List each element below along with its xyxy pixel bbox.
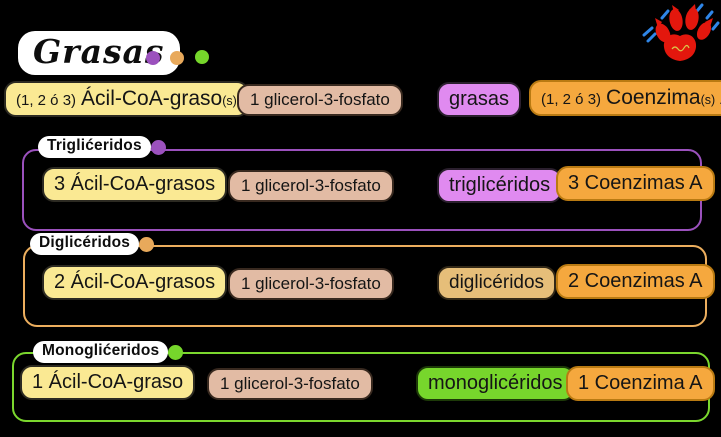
triglycerides-product-pill: triglicéridos [437,168,563,203]
grasas-text: grasas [449,88,510,110]
monoglycerides-product-pill: monoglicéridos [416,366,575,401]
page-title-text: Grasas [33,32,165,71]
monoglycerides-product-text: monoglicéridos [428,372,563,394]
triglycerides-label-text: Triglićeridos [38,136,151,158]
diglycerides-reactant2-pill: 1 glicerol-3-fosfato [228,268,394,300]
triglycerides-reactant1-text: 3 Ácil-CoA-grasos [54,173,216,195]
purple-dot [146,51,160,65]
acyl-suffix: (s) [222,94,237,108]
green-dot [195,50,209,64]
monoglycerides-dot [168,344,184,360]
triglycerides-reactant2-text: 1 glicerol-3-fosfato [241,176,381,195]
diglycerides-byproduct-pill: 2 Coenzimas A [556,264,715,299]
monoglycerides-reactant2-text: 1 glicerol-3-fosfato [220,374,360,393]
monoglycerides-reactant1-text: 1 Ácil-CoA-graso [32,371,184,393]
monoglycerides-reactant1-pill: 1 Ácil-CoA-graso [20,365,196,400]
monoglycerides-byproduct-pill: 1 Coenzima A [566,366,715,401]
paw-print-icon [642,3,720,61]
motion-marks [642,3,720,43]
monoglycerides-byproduct-text: 1 Coenzima A [578,372,703,394]
triglycerides-reactant1-pill: 3 Ácil-CoA-grasos [42,167,228,202]
glycerol-text: 1 glicerol-3-fosfato [250,90,390,109]
grasas-product-pill: grasas [437,82,522,117]
orange-dot [170,51,184,65]
triglycerides-section-label: Triglićeridos [38,136,166,158]
triglycerides-product-text: triglicéridos [449,174,551,196]
diglycerides-section-label: Diglicéridos [30,233,155,255]
diglycerides-reactant1-pill: 2 Ácil-CoA-grasos [42,265,228,300]
triglycerides-reactant2-pill: 1 glicerol-3-fosfato [228,170,394,202]
coenzyme-prefix: (1, 2 ó 3) [541,91,602,108]
diglycerides-byproduct-text: 2 Coenzimas A [568,270,703,292]
acyl-main: Ácil-CoA-graso [81,87,223,110]
coenzyme-general-pill: (1, 2 ó 3) Coenzima (s) A [529,80,721,116]
monoglycerides-label-text: Monoglićeridos [33,341,169,363]
diglycerides-reactant1-text: 2 Ácil-CoA-grasos [54,271,216,293]
triglycerides-dot [150,139,166,155]
coenzyme-main: Coenzima [606,86,701,109]
glycerol-general-pill: 1 glicerol-3-fosfato [237,84,403,116]
coenzyme-suffix: (s) [700,93,716,107]
diglycerides-reactant2-text: 1 glicerol-3-fosfato [241,274,381,293]
diglycerides-dot [139,236,155,252]
diglycerides-product-pill: diglicéridos [437,266,557,300]
paw-signature [671,44,690,52]
acyl-prefix: (1, 2 ó 3) [16,92,77,109]
diglycerides-product-text: diglicéridos [449,272,545,293]
monoglycerides-reactant2-pill: 1 glicerol-3-fosfato [207,368,373,400]
paw-shape [655,4,713,61]
triglycerides-byproduct-text: 3 Coenzimas A [568,172,703,194]
monoglycerides-section-label: Monoglićeridos [33,341,184,363]
diglycerides-label-text: Diglicéridos [30,233,140,255]
acyl-coa-general-pill: (1, 2 ó 3) Ácil-CoA-graso (s) [4,81,249,117]
triglycerides-byproduct-pill: 3 Coenzimas A [556,166,715,201]
